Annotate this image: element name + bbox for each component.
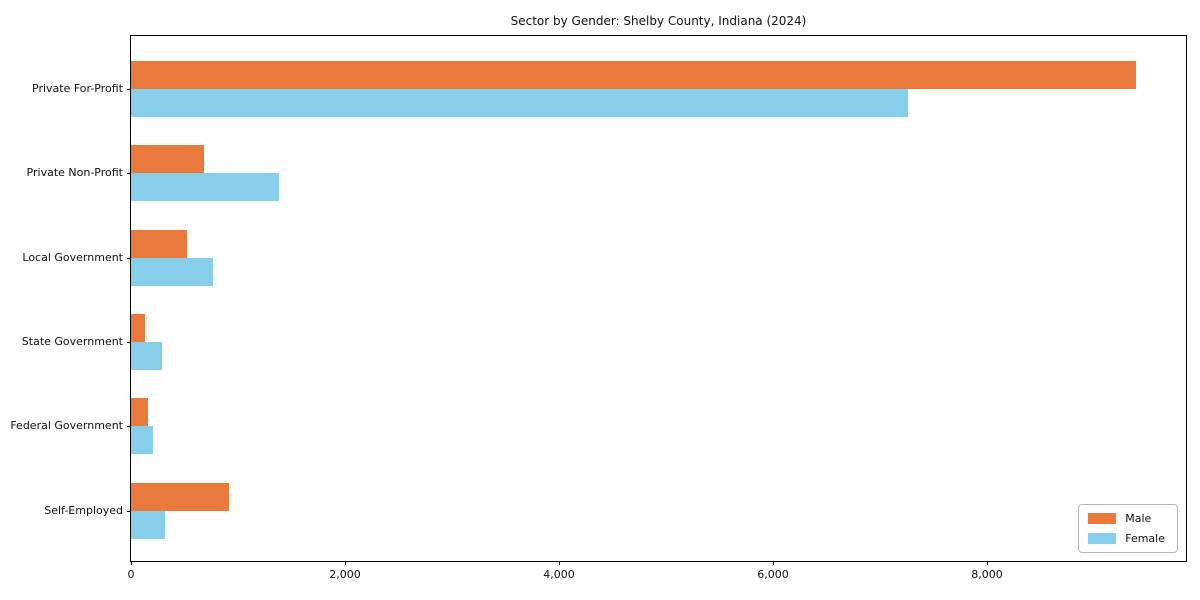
bar-male-private-non-profit	[131, 145, 204, 174]
x-tick-mark	[558, 561, 560, 565]
bar-female-state-government	[131, 341, 163, 370]
x-tick-label-4000: 4,000	[543, 568, 575, 581]
y-tick-mark	[127, 426, 131, 428]
legend-swatch-male	[1088, 513, 1117, 524]
bar-male-private-for-profit	[131, 61, 1136, 89]
y-tick-mark	[127, 341, 131, 343]
bar-male-local-government	[131, 229, 187, 258]
x-tick-label-8000: 8,000	[971, 568, 1003, 581]
bar-male-federal-government	[131, 398, 149, 427]
legend-item-female: Female	[1088, 532, 1165, 545]
bar-male-state-government	[131, 313, 145, 342]
x-tick-mark	[772, 561, 774, 565]
plot-area: Male Female Private For-Profit Private Non…	[10, 35, 1187, 581]
y-tick-label-state-government: State Government	[21, 334, 123, 348]
bar-male-self-employed	[131, 482, 229, 511]
x-tick-mark	[986, 561, 988, 565]
y-tick-mark	[127, 257, 131, 259]
x-tick-label-0: 0	[127, 568, 135, 581]
x-tick-label-6000: 6,000	[757, 568, 789, 581]
x-tick-mark	[344, 561, 346, 565]
y-tick-mark	[127, 510, 131, 512]
y-tick-label-private-for-profit: Private For-Profit	[32, 82, 123, 95]
bar-female-private-non-profit	[131, 173, 279, 202]
x-tick-label-2000: 2,000	[329, 568, 361, 581]
legend-swatch-female	[1088, 533, 1117, 544]
y-tick-label-federal-government: Federal Government	[10, 419, 123, 433]
bar-female-private-for-profit	[131, 89, 909, 117]
y-tick-label-local-government: Local Government	[22, 250, 123, 264]
y-tick-mark	[127, 173, 131, 175]
legend-label-female: Female	[1125, 532, 1165, 545]
bar-female-federal-government	[131, 426, 154, 455]
legend-item-male: Male	[1088, 512, 1165, 525]
legend: Male Female	[1078, 504, 1178, 553]
y-tick-label-self-employed: Self-Employed	[44, 503, 123, 517]
y-tick-mark	[127, 89, 131, 90]
x-tick-mark	[131, 561, 132, 565]
y-tick-label-private-non-profit: Private Non-Profit	[26, 166, 123, 180]
bar-female-self-employed	[131, 510, 165, 539]
chart-title: Sector by Gender: Shelby County, Indiana…	[510, 14, 807, 28]
bar-female-local-government	[131, 257, 213, 286]
legend-label-male: Male	[1125, 512, 1152, 525]
